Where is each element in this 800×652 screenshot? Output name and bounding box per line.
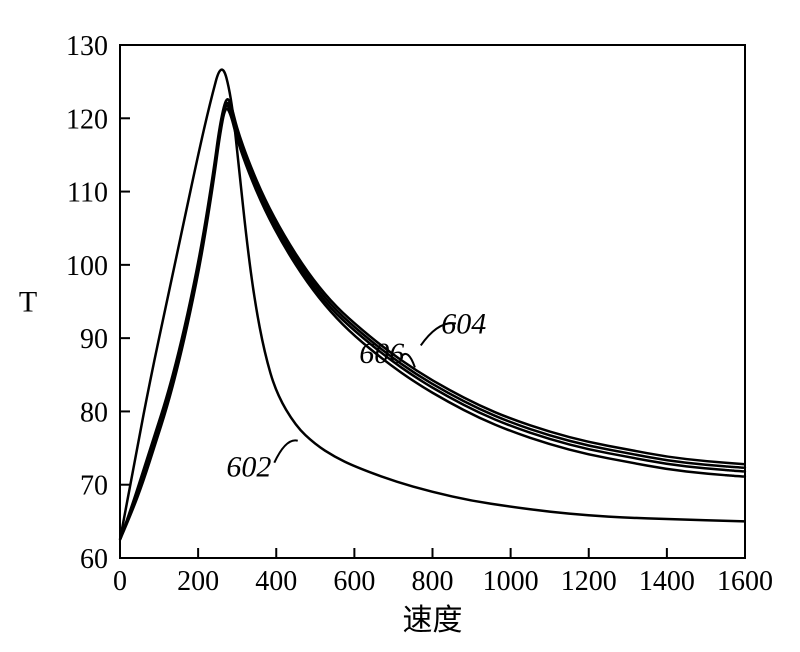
y-tick-label: 100	[66, 251, 108, 282]
annotation-label: 606	[359, 337, 404, 370]
x-axis-label: 速度	[403, 604, 463, 637]
y-axis-label: T	[19, 286, 37, 319]
plot-frame	[120, 45, 745, 558]
y-tick-label: 70	[80, 471, 108, 502]
y-tick-label: 60	[80, 544, 108, 575]
x-tick-label: 1600	[717, 566, 773, 597]
y-tick-label: 80	[80, 397, 108, 428]
y-tick-label: 130	[66, 31, 108, 62]
x-tick-label: 800	[412, 566, 454, 597]
chart-container: 0 200 400 600 800 1000 1200 1400 1600 60 70 80 90 100…	[0, 0, 800, 652]
series-606c	[120, 103, 745, 540]
x-tick-label: 200	[177, 566, 219, 597]
x-tick-label: 1400	[639, 566, 695, 597]
x-tick-label: 0	[113, 566, 127, 597]
annotation-label: 602	[226, 450, 271, 483]
annotation-leader	[274, 440, 297, 462]
x-tick-label: 1000	[483, 566, 539, 597]
y-tick-label: 110	[67, 178, 108, 209]
x-tick-label: 600	[333, 566, 375, 597]
annotation-label: 604	[441, 307, 486, 340]
y-tick-label: 90	[80, 324, 108, 355]
chart-svg: 0 200 400 600 800 1000 1200 1400 1600 60 70 80 90 100…	[0, 0, 800, 652]
x-tick-label: 400	[255, 566, 297, 597]
series-602	[120, 70, 745, 540]
y-tick-label: 120	[66, 104, 108, 135]
x-tick-label: 1200	[561, 566, 617, 597]
